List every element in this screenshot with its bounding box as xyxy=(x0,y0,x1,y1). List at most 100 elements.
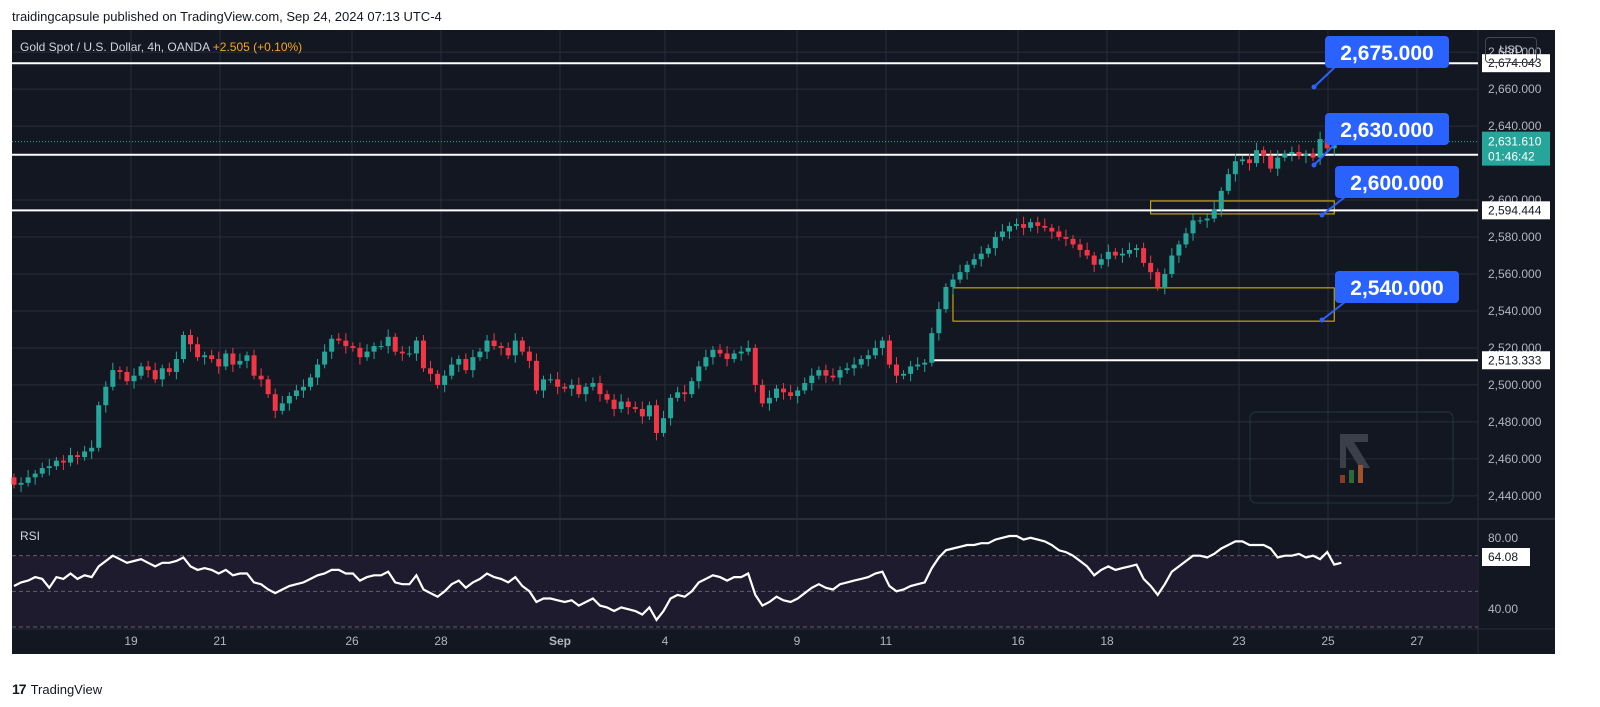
candle-body xyxy=(1282,153,1288,158)
rsi-label: RSI xyxy=(20,529,40,543)
candle-body xyxy=(286,396,292,404)
callout-anchor xyxy=(1319,317,1325,323)
candle-body xyxy=(1049,227,1055,232)
candle-body xyxy=(244,355,250,361)
price-tick: 2,560.000 xyxy=(1488,267,1542,281)
candle-body xyxy=(470,357,476,371)
zone-box xyxy=(952,287,1335,322)
candle-body xyxy=(795,390,801,396)
time-tick: 28 xyxy=(434,634,448,648)
chart-background xyxy=(12,30,1555,654)
symbol-change: +2.505 (+0.10%) xyxy=(212,40,303,54)
candle-body xyxy=(809,375,815,384)
candle-body xyxy=(173,359,179,372)
candle-body xyxy=(202,355,208,358)
candle-body xyxy=(124,371,130,382)
price-tick: 2,580.000 xyxy=(1488,230,1542,244)
candle-body xyxy=(1141,248,1147,263)
candle-body xyxy=(272,394,278,411)
last-price-box xyxy=(1482,131,1550,166)
symbol-info: Gold Spot / U.S. Dollar, 4h, OANDA +2.50… xyxy=(20,40,302,54)
candle-body xyxy=(858,359,864,365)
candle-body xyxy=(541,379,546,391)
candle-body xyxy=(1021,224,1027,228)
countdown-label: 01:46:42 xyxy=(1488,150,1535,164)
candle-body xyxy=(75,455,81,457)
candle-body xyxy=(1197,220,1203,222)
candle-body xyxy=(675,392,681,398)
candle-body xyxy=(32,473,38,478)
candle-body xyxy=(1042,225,1048,228)
candle-body xyxy=(604,394,610,400)
candle-body xyxy=(392,336,398,352)
candle-body xyxy=(159,368,165,380)
badge-box xyxy=(1482,201,1550,220)
candle-body xyxy=(103,386,109,406)
price-callout: 2,675.000 xyxy=(1311,36,1449,90)
badge-label: 2,594.444 xyxy=(1488,203,1542,217)
candle-body xyxy=(491,340,497,347)
price-badge: 2,513.333 xyxy=(1482,351,1550,370)
candle-body xyxy=(1303,153,1309,156)
badge-box xyxy=(1482,351,1550,370)
candle-body xyxy=(251,355,257,376)
callout-label: 2,675.000 xyxy=(1340,42,1433,65)
candle-body xyxy=(1091,255,1097,265)
watermark-logo xyxy=(1249,411,1454,504)
candle-body xyxy=(851,364,857,369)
candle-body xyxy=(60,460,66,463)
candle-body xyxy=(265,379,271,395)
candle-body xyxy=(696,366,702,382)
callout-label: 2,630.000 xyxy=(1340,119,1433,142)
candle-body xyxy=(67,455,73,463)
callout-anchor xyxy=(1311,84,1317,90)
candle-body xyxy=(378,346,384,348)
candle-body xyxy=(385,336,391,347)
currency-button[interactable]: USD xyxy=(1485,37,1537,63)
candle-body xyxy=(1119,253,1125,256)
candle-body xyxy=(216,359,222,367)
callout-box xyxy=(1325,36,1449,68)
candle-body xyxy=(343,340,349,347)
candle-body xyxy=(710,349,716,358)
candle-body xyxy=(816,370,822,376)
rsi-badge-box xyxy=(1482,548,1530,566)
candle-body xyxy=(89,447,95,452)
candle-body xyxy=(1035,222,1041,226)
candle-body xyxy=(1204,218,1210,221)
candle-body xyxy=(1183,233,1189,245)
time-tick: 16 xyxy=(1011,634,1025,648)
candle-body xyxy=(1112,251,1118,256)
candle-body xyxy=(1028,222,1034,228)
candle-body xyxy=(668,397,674,419)
candle-body xyxy=(738,351,744,354)
candle-body xyxy=(371,346,377,352)
candle-body xyxy=(964,264,970,273)
candle-body xyxy=(830,375,836,378)
candle-body xyxy=(823,370,829,376)
candle-body xyxy=(1317,139,1323,158)
candle-body xyxy=(957,272,963,280)
time-tick: 25 xyxy=(1321,634,1335,648)
symbol-title: Gold Spot / U.S. Dollar, 4h, OANDA xyxy=(20,40,210,54)
badge-label: 2,674.043 xyxy=(1488,56,1542,70)
zones xyxy=(952,200,1335,322)
candle-body xyxy=(449,364,455,376)
candle-body xyxy=(53,460,59,467)
price-axis: 2,680.0002,660.0002,640.0002,600.0002,58… xyxy=(1482,45,1550,616)
candle-body xyxy=(435,373,441,385)
candle-body xyxy=(576,384,582,395)
candle-body xyxy=(1232,161,1238,175)
tradingview-logo-icon: 17 xyxy=(12,681,27,697)
candle-body xyxy=(406,353,412,355)
callout-label: 2,540.000 xyxy=(1350,277,1443,300)
candle-body xyxy=(1275,157,1281,169)
candle-body xyxy=(399,351,405,354)
callouts: 2,675.000 2,630.000 2,600.000 2,540.000 xyxy=(1311,36,1459,323)
candle-body xyxy=(950,279,956,287)
candle-body xyxy=(1070,238,1076,245)
rsi-line xyxy=(13,534,1342,622)
callout-pointer xyxy=(1321,301,1346,321)
candle-body xyxy=(555,379,561,387)
